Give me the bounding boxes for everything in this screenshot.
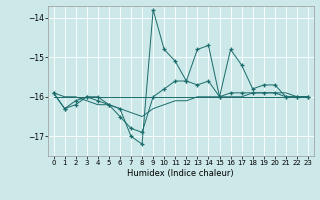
X-axis label: Humidex (Indice chaleur): Humidex (Indice chaleur) xyxy=(127,169,234,178)
